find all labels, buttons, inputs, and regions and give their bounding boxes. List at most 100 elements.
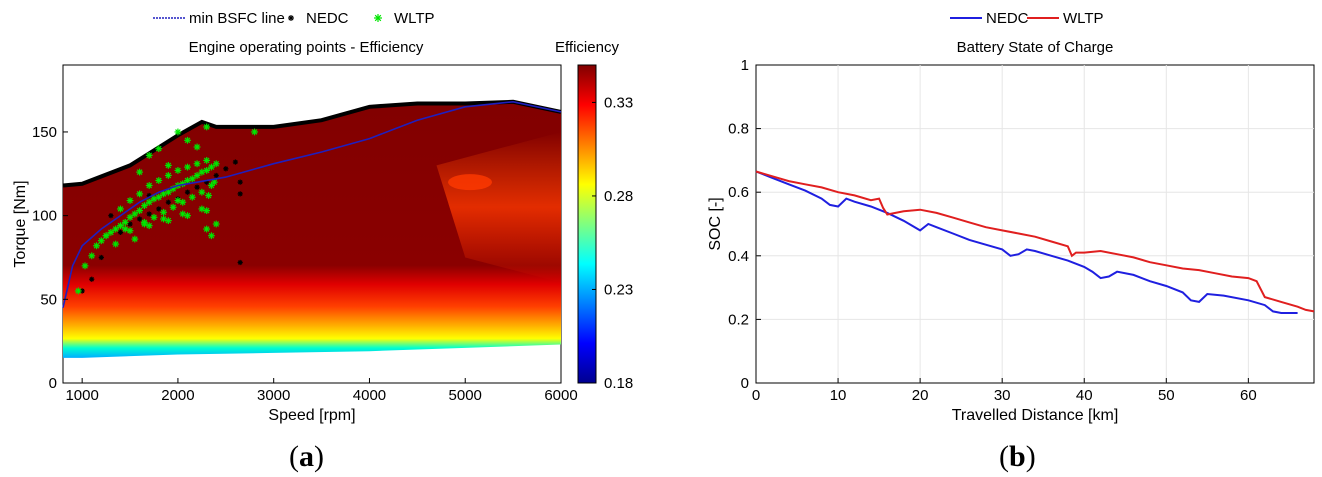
legend: min BSFC line NEDC WLTP [153, 10, 435, 27]
legend-marker [374, 14, 382, 22]
y-tick-label: 0.8 [728, 121, 749, 138]
wltp-point [126, 197, 134, 204]
wltp-point [205, 192, 212, 199]
nedc-point [232, 159, 238, 165]
y-tick-label: 0.6 [728, 184, 749, 201]
x-tick-label: 20 [912, 387, 929, 404]
wltp-point [155, 193, 163, 201]
min-bsfc-line [62, 100, 562, 308]
wltp-point [174, 128, 182, 136]
y-tick-label: 0 [49, 375, 57, 392]
nedc-point [117, 229, 124, 235]
x-tick-label: 50 [1158, 387, 1175, 404]
wltp-point [126, 213, 134, 221]
wltp-point [188, 175, 196, 183]
x-axis-label: Travelled Distance [km] [952, 407, 1119, 424]
wltp-point [136, 207, 144, 215]
wltp-point [136, 190, 144, 198]
max-torque-curve [62, 99, 562, 188]
x-tick-label: 3000 [257, 387, 290, 404]
y-tick-label: 0.4 [728, 248, 749, 265]
y-tick-label: 100 [32, 208, 57, 225]
wltp-point [107, 228, 115, 236]
colorbar-tick-label: 0.23 [604, 281, 633, 298]
series-line-nedc [755, 170, 1298, 314]
nedc-point [213, 172, 219, 179]
nedc-point [156, 206, 162, 212]
nedc-point [89, 276, 95, 282]
wltp-point [150, 213, 158, 221]
wltp-point [193, 172, 201, 179]
x-tick-label: 5000 [449, 387, 482, 404]
panel-label-b: (b) [999, 440, 1036, 473]
wltp-point [193, 160, 201, 168]
wltp-point [164, 188, 172, 196]
wltp-point [93, 242, 100, 250]
x-tick-label: 10 [830, 387, 847, 404]
legend-entry: NEDC [306, 10, 349, 27]
wltp-point [184, 163, 191, 171]
wltp-point [136, 168, 144, 176]
x-tick-label: 4000 [353, 387, 386, 404]
wltp-point [160, 215, 167, 223]
wltp-points [74, 123, 258, 295]
wltp-point [203, 167, 211, 174]
nedc-point [127, 221, 133, 227]
wltp-point [193, 143, 201, 151]
wltp-point [198, 205, 206, 213]
y-tick-label: 50 [40, 291, 57, 308]
nedc-point [237, 191, 243, 197]
x-tick-label: 40 [1076, 387, 1093, 404]
colorbar: 0.18 0.23 0.28 0.33 Efficiency [555, 39, 633, 392]
x-tick-label: 1000 [65, 387, 98, 404]
nedc-points [79, 159, 243, 294]
wltp-point [203, 157, 211, 164]
wltp-point [164, 172, 172, 179]
wltp-point [121, 218, 129, 226]
wltp-point [184, 136, 191, 144]
wltp-point [145, 151, 153, 159]
legend: NEDC WLTP [950, 10, 1104, 27]
legend-marker [288, 15, 294, 21]
nedc-point [165, 199, 171, 205]
nedc-point [146, 211, 152, 217]
chart-title: Engine operating points - Efficiency [189, 39, 424, 56]
x-tick-label: 0 [752, 387, 760, 404]
y-axis-label: SOC [-] [707, 197, 724, 250]
colorbar-tick-label: 0.33 [604, 94, 633, 111]
grid [756, 65, 1314, 383]
wltp-point [208, 232, 215, 240]
legend-entry: NEDC [986, 10, 1029, 27]
wltp-point [81, 262, 89, 270]
wltp-point [174, 197, 182, 204]
wltp-point [117, 205, 124, 213]
wltp-point [145, 198, 153, 206]
wltp-point [155, 145, 163, 153]
wltp-point [131, 235, 139, 243]
wltp-point [121, 225, 129, 233]
nedc-point [237, 179, 243, 185]
wltp-point [117, 222, 124, 230]
legend-entry: WLTP [1063, 10, 1104, 27]
wltp-point [203, 123, 211, 131]
nedc-point [194, 184, 200, 190]
x-tick-label: 2000 [161, 387, 194, 404]
wltp-point [88, 252, 96, 260]
nedc-point [237, 259, 243, 266]
wltp-point [251, 128, 258, 136]
nedc-point [137, 216, 143, 222]
wltp-point [164, 162, 172, 169]
nedc-point [223, 166, 229, 172]
y-tick-label: 1 [741, 57, 749, 74]
efficiency-map-chart: 1000 2000 3000 4000 5000 6000 0 50 100 150 Speed [… [12, 10, 633, 424]
wltp-point [131, 210, 139, 218]
wltp-point [169, 203, 177, 211]
legend-entry: min BSFC line [189, 10, 285, 27]
x-tick-label: 6000 [544, 387, 577, 404]
panel-label-a: (a) [289, 440, 324, 473]
x-tick-label: 60 [1240, 387, 1257, 404]
soc-chart: 0 10 20 30 40 50 60 0 0.2 0.4 0.6 0.8 1 Travelled Dis… [707, 10, 1315, 424]
wltp-point [74, 287, 82, 295]
wltp-point [141, 202, 148, 209]
nedc-point [184, 189, 191, 195]
